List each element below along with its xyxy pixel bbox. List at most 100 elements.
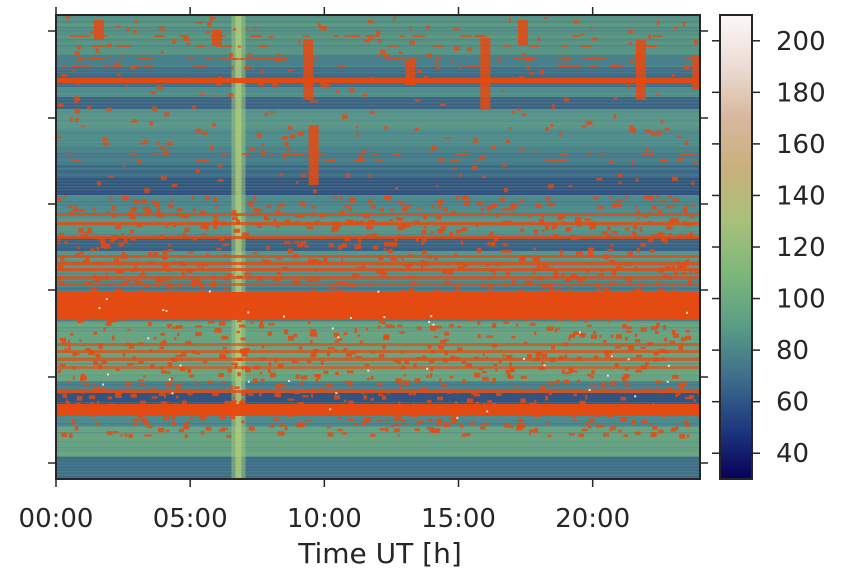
hot-pixel <box>522 357 525 360</box>
flag-speckle <box>228 302 234 306</box>
flag-speckle <box>498 294 505 298</box>
flag-speckle <box>243 348 250 352</box>
flag-speckle <box>502 284 509 287</box>
flag-speckle <box>548 382 555 385</box>
flag-speckle <box>337 223 341 228</box>
flag-speckle <box>269 425 274 428</box>
flag-speckle <box>655 409 660 414</box>
flag-speckle <box>692 161 698 165</box>
flag-speckle <box>288 413 293 418</box>
flag-speckle <box>339 196 343 200</box>
flag-speckle <box>180 366 186 372</box>
flag-speckle <box>684 205 687 210</box>
flag-dash <box>609 65 616 67</box>
flag-speckle <box>128 343 135 349</box>
flag-speckle <box>281 266 288 270</box>
flag-speckle <box>231 65 234 70</box>
heatmap-row <box>56 339 700 341</box>
flag-burst <box>692 55 700 90</box>
flag-speckle <box>385 309 390 314</box>
flag-speckle <box>205 426 212 431</box>
flag-speckle <box>574 419 578 423</box>
flag-speckle <box>547 184 554 189</box>
heatmap-row <box>56 231 700 233</box>
flag-speckle <box>596 424 599 428</box>
flag-speckle <box>349 87 355 93</box>
flag-speckle <box>214 223 218 228</box>
flag-speckle <box>240 337 246 341</box>
flag-speckle <box>590 27 593 30</box>
flag-speckle <box>501 249 506 253</box>
flag-speckle <box>102 142 109 146</box>
flag-speckle <box>532 257 539 261</box>
flag-speckle <box>656 130 662 136</box>
flag-speckle <box>173 261 177 265</box>
heatmap-row <box>56 177 700 179</box>
flag-speckle <box>578 277 585 281</box>
flag-speckle <box>219 237 225 241</box>
flag-speckle <box>608 407 613 412</box>
flag-speckle <box>115 25 121 28</box>
flag-speckle <box>93 382 96 386</box>
flag-speckle <box>500 89 505 93</box>
heatmap-row <box>56 456 700 458</box>
flag-speckle <box>443 206 448 212</box>
flag-speckle <box>575 236 581 240</box>
flag-speckle <box>184 214 189 219</box>
flag-speckle <box>333 332 340 338</box>
flag-speckle <box>162 250 168 255</box>
flag-speckle <box>256 132 263 138</box>
hot-pixel <box>456 416 459 419</box>
flag-speckle <box>300 240 307 245</box>
hot-pixel <box>486 410 489 413</box>
flag-speckle <box>264 112 269 116</box>
flag-speckle <box>93 412 96 418</box>
flag-speckle <box>505 369 511 375</box>
flag-speckle <box>403 380 410 385</box>
flag-speckle <box>459 424 464 428</box>
flag-speckle <box>664 265 671 269</box>
flag-speckle <box>622 380 629 383</box>
flag-speckle <box>541 361 545 365</box>
flag-speckle <box>392 16 397 21</box>
flag-speckle <box>572 274 578 279</box>
flag-speckle <box>370 397 374 401</box>
flag-speckle <box>247 308 255 311</box>
flag-speckle <box>379 295 384 300</box>
hot-pixel <box>588 388 591 391</box>
flag-speckle <box>280 423 285 427</box>
flag-speckle <box>138 342 144 345</box>
flag-speckle <box>408 275 413 278</box>
flag-speckle <box>376 404 383 409</box>
flag-speckle <box>471 292 478 296</box>
flag-speckle <box>76 395 83 401</box>
flag-speckle <box>274 358 278 363</box>
flag-speckle <box>619 267 625 270</box>
flag-speckle <box>643 195 650 199</box>
hot-pixel <box>247 380 250 383</box>
flag-speckle <box>379 318 383 323</box>
flag-speckle <box>554 273 559 279</box>
flag-speckle <box>260 69 264 75</box>
flag-speckle <box>311 411 315 415</box>
hot-pixel <box>162 309 165 312</box>
flag-speckle <box>614 346 622 349</box>
flag-speckle <box>674 307 681 312</box>
flag-speckle <box>558 288 562 294</box>
flag-speckle <box>249 147 255 152</box>
flag-speckle <box>196 21 203 24</box>
flag-speckle <box>261 344 265 349</box>
flag-speckle <box>587 424 592 429</box>
flag-dash <box>466 65 480 67</box>
flag-speckle <box>687 279 693 285</box>
flag-speckle <box>233 386 240 389</box>
flag-speckle <box>434 336 439 339</box>
flag-speckle <box>508 18 512 23</box>
flag-speckle <box>482 175 486 179</box>
flag-speckle <box>323 257 327 263</box>
flag-speckle <box>484 299 488 303</box>
flag-speckle <box>315 378 319 383</box>
flag-speckle <box>465 363 472 368</box>
